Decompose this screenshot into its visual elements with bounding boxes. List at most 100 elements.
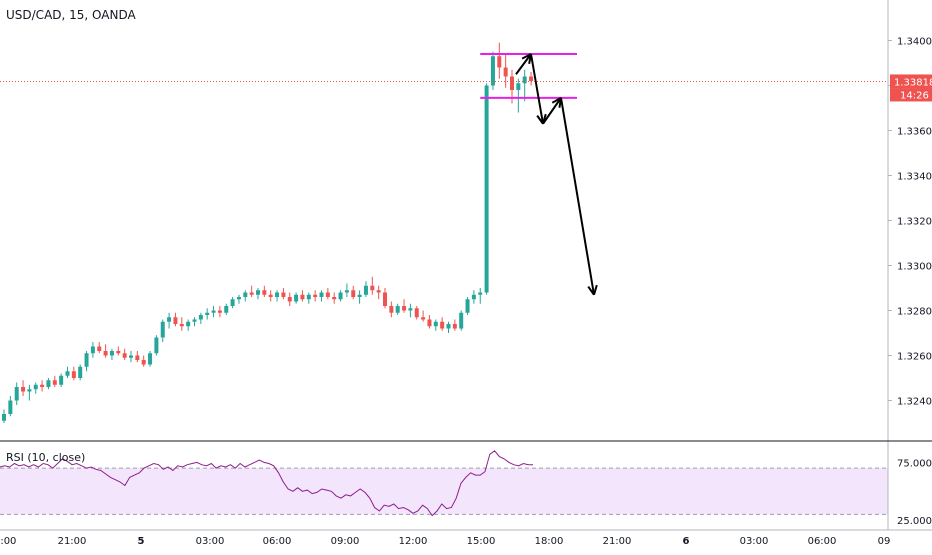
- candle: [65, 366, 70, 378]
- candle: [135, 351, 140, 363]
- candle-body: [27, 389, 32, 392]
- candle: [484, 83, 489, 295]
- candle-body: [370, 285, 375, 291]
- candle: [497, 42, 502, 79]
- candle-body: [198, 315, 203, 320]
- time-tick-label: 06:00: [263, 536, 292, 547]
- candle: [414, 306, 419, 320]
- time-tick-label: 21:00: [58, 536, 87, 547]
- candle: [433, 319, 438, 331]
- candle: [313, 290, 318, 302]
- candle: [389, 301, 394, 318]
- candle-body: [389, 306, 394, 313]
- candle: [129, 351, 133, 363]
- candle: [59, 373, 64, 387]
- time-tick-label: 18:00: [0, 536, 16, 547]
- candle-body: [275, 292, 280, 297]
- candle-body: [510, 76, 514, 90]
- arrow-head: [593, 284, 598, 296]
- candle: [179, 317, 184, 331]
- projection-arrow-up: [515, 53, 532, 75]
- candle-body: [522, 76, 527, 84]
- projection-arrow-retest: [542, 97, 562, 125]
- price-tick-label: 1.33400: [897, 172, 932, 183]
- time-tick-label: 12:00: [399, 536, 428, 547]
- candle-body: [325, 292, 330, 297]
- candle: [236, 294, 241, 304]
- candle: [376, 285, 381, 300]
- candle-body: [471, 294, 476, 300]
- candle-body: [103, 351, 108, 356]
- projection-arrow-down: [530, 53, 547, 125]
- candle-body: [395, 306, 400, 313]
- time-tick-label: 09: [878, 536, 891, 547]
- candle-body: [71, 371, 76, 378]
- price-tick-label: 1.32400: [897, 397, 932, 408]
- candle-body: [59, 375, 64, 385]
- candle: [338, 290, 343, 302]
- candle-body: [503, 67, 508, 77]
- candle-body: [351, 290, 356, 297]
- candle: [503, 54, 508, 88]
- candle: [319, 290, 324, 302]
- projection-arrow-target: [560, 97, 598, 296]
- candle-body: [52, 380, 57, 385]
- candle: [332, 292, 337, 304]
- candle: [300, 290, 305, 302]
- candle: [122, 348, 127, 360]
- candle-body: [465, 299, 470, 313]
- candle-body: [135, 355, 140, 360]
- candle-body: [383, 292, 387, 306]
- rsi-series: [0, 450, 533, 517]
- candle-body: [497, 56, 502, 68]
- candle: [478, 288, 483, 304]
- candle: [395, 303, 400, 315]
- time-tick-label: 21:00: [603, 536, 632, 547]
- candle-body: [268, 294, 273, 297]
- candle-body: [46, 380, 51, 387]
- candle: [459, 310, 464, 331]
- candle-body: [236, 297, 241, 300]
- rsi-line: [0, 450, 533, 517]
- candle-body: [40, 384, 45, 387]
- candle-body: [167, 317, 172, 322]
- candle: [529, 72, 534, 86]
- candle-body: [224, 306, 229, 313]
- projection-arrows: [515, 53, 598, 296]
- arrow-shaft: [560, 97, 595, 295]
- candle-body: [427, 319, 432, 327]
- candle-body: [357, 294, 362, 297]
- candle-body: [433, 321, 438, 327]
- candle-body: [484, 85, 489, 293]
- symbol-title: USD/CAD, 15, OANDA: [6, 8, 136, 22]
- candle: [421, 310, 426, 322]
- candle: [97, 342, 102, 354]
- candle: [154, 335, 159, 356]
- time-tick-label: 5: [138, 536, 145, 547]
- candle: [78, 364, 83, 381]
- candle-body: [230, 299, 235, 306]
- rsi-band: [0, 467, 888, 515]
- candle: [109, 348, 114, 360]
- candle: [52, 375, 57, 387]
- candle-body: [109, 351, 114, 356]
- candle-body: [440, 321, 445, 329]
- candle: [344, 283, 349, 297]
- candle: [211, 306, 216, 318]
- candle: [116, 346, 121, 356]
- time-tick-label: 03:00: [196, 536, 225, 547]
- rsi-tick-label: 75.000: [897, 458, 932, 469]
- candle: [516, 78, 521, 113]
- candle: [71, 366, 76, 381]
- candle: [103, 344, 108, 358]
- candle-body: [478, 292, 483, 295]
- candle: [8, 396, 13, 417]
- candle: [160, 319, 165, 342]
- candle-body: [192, 319, 197, 322]
- candle: [383, 288, 387, 309]
- candle-body: [294, 294, 299, 302]
- candle-body: [84, 353, 89, 367]
